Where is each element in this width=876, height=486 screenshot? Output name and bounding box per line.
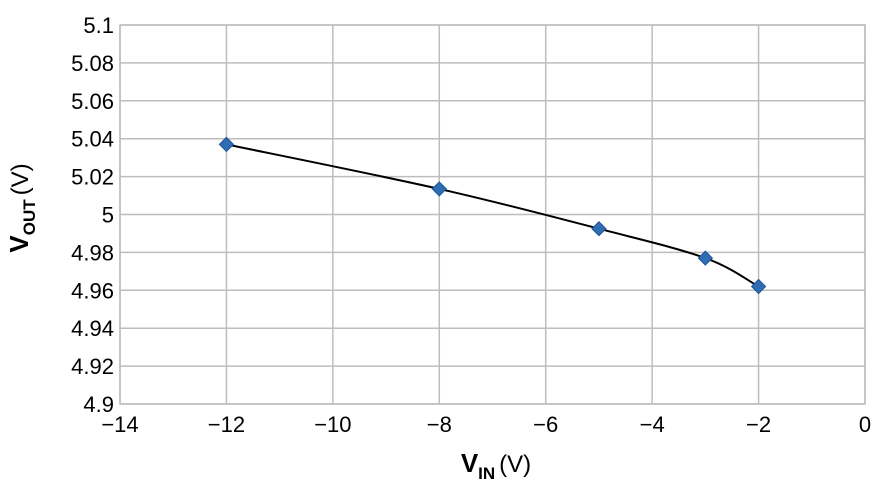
series xyxy=(218,136,767,295)
data-point-marker xyxy=(591,221,607,237)
x-tick-label: −10 xyxy=(314,412,351,437)
data-point-marker xyxy=(750,278,767,295)
y-tick-label: 4.94 xyxy=(71,316,114,341)
data-point-marker xyxy=(218,136,235,153)
x-tick-label: −2 xyxy=(746,412,771,437)
x-tick-label: 0 xyxy=(859,412,871,437)
x-tick-labels: −14 −12 −10 −8 −6 −4 −2 0 xyxy=(101,412,871,437)
x-tick-label: −12 xyxy=(208,412,245,437)
x-tick-label: −14 xyxy=(101,412,138,437)
y-tick-label: 5.08 xyxy=(71,51,114,76)
y-tick-label: 5.1 xyxy=(83,13,114,38)
y-tick-label: 5.06 xyxy=(71,89,114,114)
data-point-marker xyxy=(697,250,714,266)
y-tick-label: 5 xyxy=(102,203,114,228)
x-axis-title: VIN (V) xyxy=(461,448,531,483)
y-tick-label: 4.98 xyxy=(71,240,114,265)
y-tick-labels: 4.9 4.92 4.94 4.96 4.98 5 5.02 5.04 5.06 5.08 5.1 xyxy=(71,13,114,417)
data-point-marker xyxy=(431,181,447,197)
x-tick-label: −8 xyxy=(427,412,452,437)
y-tick-label: 4.9 xyxy=(83,392,114,417)
y-tick-label: 4.92 xyxy=(71,354,114,379)
y-tick-label: 4.96 xyxy=(71,278,114,303)
x-tick-label: −6 xyxy=(533,412,558,437)
y-tick-label: 5.02 xyxy=(71,165,114,190)
y-axis-title: VOUT(V) xyxy=(4,163,39,252)
x-tick-label: −4 xyxy=(640,412,665,437)
plot-border xyxy=(119,24,866,405)
y-tick-label: 5.04 xyxy=(71,127,114,152)
